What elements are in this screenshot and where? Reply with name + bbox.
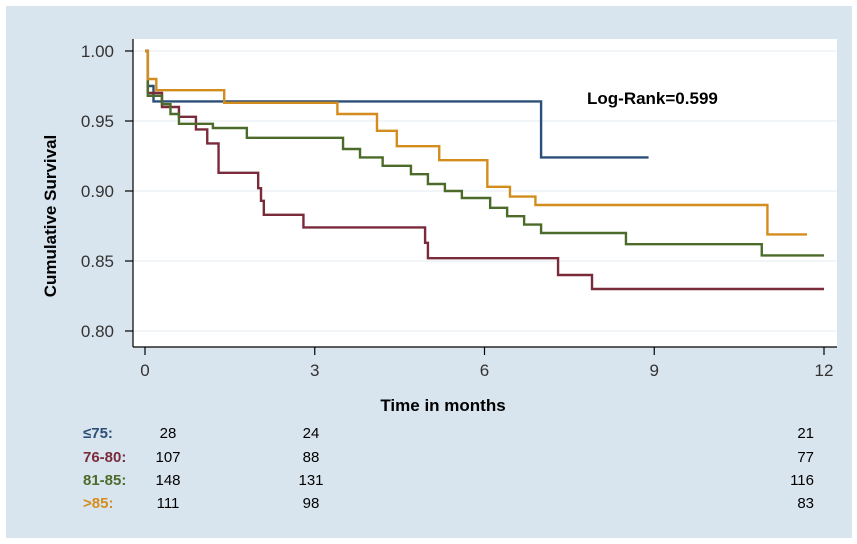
chart-panel: 0.80 0.85 0.90 0.95 1.00 0 3 6 9 12 Cumulative S… (6, 6, 852, 538)
plot-area (133, 39, 837, 347)
y-tick-label: 0.80 (81, 322, 114, 341)
x-tick-label: 3 (310, 361, 319, 380)
axes (125, 39, 837, 355)
y-tick-label: 1.00 (81, 42, 114, 61)
at-risk-count: 83 (797, 495, 814, 512)
y-tick-label: 0.85 (81, 252, 114, 271)
series-line-85 (145, 49, 808, 236)
y-tick-label: 0.90 (81, 182, 114, 201)
at-risk-count: 148 (155, 472, 180, 489)
chart-svg: 0.80 0.85 0.90 0.95 1.00 0 3 6 9 12 Cumulative S… (41, 39, 837, 512)
x-axis-title: Time in months (380, 396, 505, 415)
at-risk-table: ≤75: 28 24 21 76-80: 107 88 77 81-85: 148 131 116 >8… (83, 425, 814, 512)
x-tick-label: 12 (815, 361, 834, 380)
at-risk-row-label: >85: (83, 495, 113, 512)
at-risk-row-label: 76-80: (83, 449, 126, 466)
x-tick-labels: 0 3 6 9 12 (140, 361, 833, 380)
at-risk-count: 107 (155, 449, 180, 466)
y-tick-label: 0.95 (81, 112, 114, 131)
y-tick-labels: 0.80 0.85 0.90 0.95 1.00 (81, 42, 114, 341)
x-tick-label: 0 (140, 361, 149, 380)
at-risk-count: 111 (157, 495, 180, 512)
y-axis-title: Cumulative Survival (41, 135, 60, 298)
at-risk-count: 98 (303, 495, 320, 512)
at-risk-row-label: ≤75: (83, 425, 113, 442)
at-risk-row-label: 81-85: (83, 472, 126, 489)
x-tick-label: 6 (480, 361, 489, 380)
at-risk-count: 116 (790, 472, 814, 489)
series-line-7680 (145, 49, 824, 291)
log-rank-annotation: Log-Rank=0.599 (587, 89, 718, 108)
at-risk-count: 24 (303, 425, 320, 442)
at-risk-count: 28 (160, 425, 177, 442)
x-tick-label: 9 (650, 361, 659, 380)
at-risk-count: 131 (298, 472, 323, 489)
at-risk-count: 21 (797, 425, 814, 442)
gridlines (133, 50, 837, 332)
at-risk-count: 77 (797, 449, 814, 466)
series-layer (145, 49, 824, 291)
at-risk-count: 88 (303, 449, 320, 466)
series-line-8185 (145, 49, 824, 257)
